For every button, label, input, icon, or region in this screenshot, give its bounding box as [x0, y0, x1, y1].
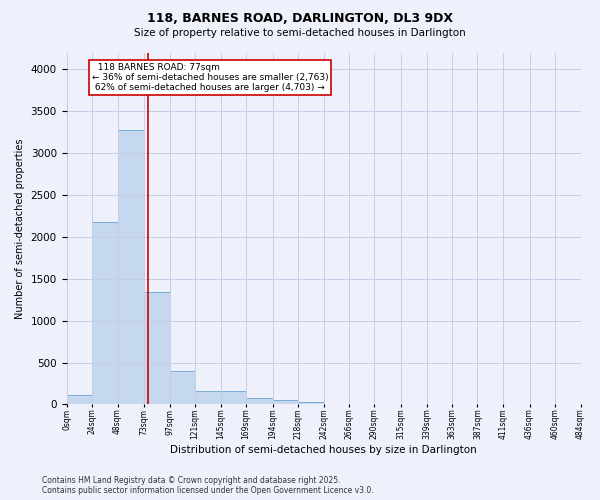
Bar [92, 222, 118, 404]
Text: 118 BARNES ROAD: 77sqm
← 36% of semi-detached houses are smaller (2,763)
 62% of: 118 BARNES ROAD: 77sqm ← 36% of semi-det… [92, 62, 329, 92]
Bar [272, 400, 298, 404]
Y-axis label: Number of semi-detached properties: Number of semi-detached properties [15, 138, 25, 318]
Text: Size of property relative to semi-detached houses in Darlington: Size of property relative to semi-detach… [134, 28, 466, 38]
Bar [170, 371, 195, 404]
Bar [118, 130, 144, 404]
Text: Contains HM Land Registry data © Crown copyright and database right 2025.
Contai: Contains HM Land Registry data © Crown c… [42, 476, 374, 495]
Bar [221, 392, 246, 404]
Bar [144, 292, 170, 405]
X-axis label: Distribution of semi-detached houses by size in Darlington: Distribution of semi-detached houses by … [170, 445, 477, 455]
Bar [246, 398, 272, 404]
Bar [298, 402, 323, 404]
Text: 118, BARNES ROAD, DARLINGTON, DL3 9DX: 118, BARNES ROAD, DARLINGTON, DL3 9DX [147, 12, 453, 26]
Bar [195, 392, 221, 404]
Bar [67, 395, 92, 404]
